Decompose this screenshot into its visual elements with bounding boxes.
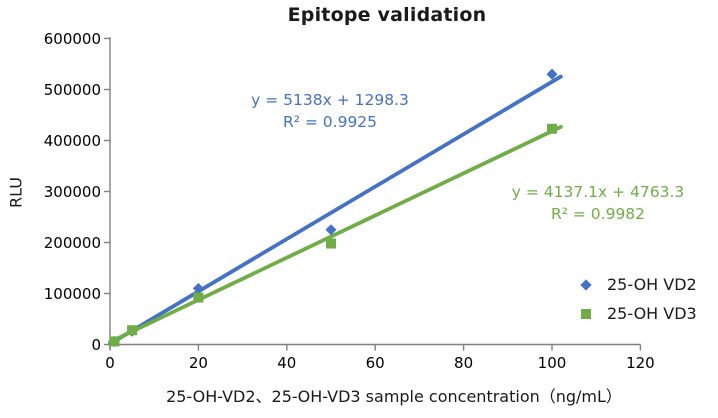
trendline-vd2 — [108, 74, 563, 346]
y-axis-label: RLU — [6, 177, 26, 208]
x-tick-label: 80 — [454, 354, 473, 372]
data-point-vd3 — [326, 238, 336, 249]
r-squared-vd2: R² = 0.9925 — [282, 113, 378, 131]
x-tick-label: 20 — [189, 354, 208, 372]
legend-item-vd3: 25-OH VD3 — [578, 299, 697, 328]
legend-item-vd2: 25-OH VD2 — [578, 270, 697, 299]
y-tick-label: 400000 — [44, 132, 101, 150]
x-tick-label: 120 — [626, 354, 655, 372]
data-point-vd2 — [325, 224, 337, 236]
trendline-annotation-vd2: y = 5138x + 1298.3 R² = 0.9925 — [230, 89, 430, 133]
trendline-equation-vd3: y = 4137.1x + 4763.3 — [511, 183, 685, 201]
y-tick-label: 200000 — [44, 234, 101, 252]
diamond-marker-icon — [578, 277, 594, 293]
chart-title: Epitope validation — [287, 4, 487, 26]
y-tick-label: 500000 — [44, 81, 101, 99]
data-point-vd3 — [193, 292, 204, 303]
x-tick-label: 0 — [105, 354, 115, 372]
square-marker-icon — [578, 306, 594, 322]
legend-label-vd3: 25-OH VD3 — [607, 304, 697, 323]
data-point-vd3 — [547, 123, 557, 134]
trendline-vd3 — [108, 124, 563, 344]
legend: 25-OH VD2 25-OH VD3 — [578, 270, 697, 328]
y-tick-label: 0 — [91, 336, 101, 354]
trendline-equation-vd2: y = 5138x + 1298.3 — [251, 91, 409, 109]
square-shape — [581, 308, 591, 319]
x-axis-label: 25-OH-VD2、25-OH-VD3 sample concentration… — [166, 387, 622, 406]
data-point-vd3 — [109, 336, 120, 347]
trendline-annotation-vd3: y = 4137.1x + 4763.3 R² = 0.9982 — [498, 181, 698, 225]
x-tick-label: 60 — [366, 354, 385, 372]
data-point-vd3 — [127, 325, 138, 336]
y-tick-label: 100000 — [44, 285, 101, 303]
y-tick-label: 300000 — [44, 183, 101, 201]
y-tick-label: 600000 — [44, 30, 101, 48]
legend-label-vd2: 25-OH VD2 — [607, 275, 697, 294]
x-tick-label: 100 — [538, 354, 567, 372]
r-squared-vd3: R² = 0.9982 — [550, 205, 646, 223]
x-tick-label: 40 — [277, 354, 296, 372]
diamond-shape — [580, 278, 592, 291]
